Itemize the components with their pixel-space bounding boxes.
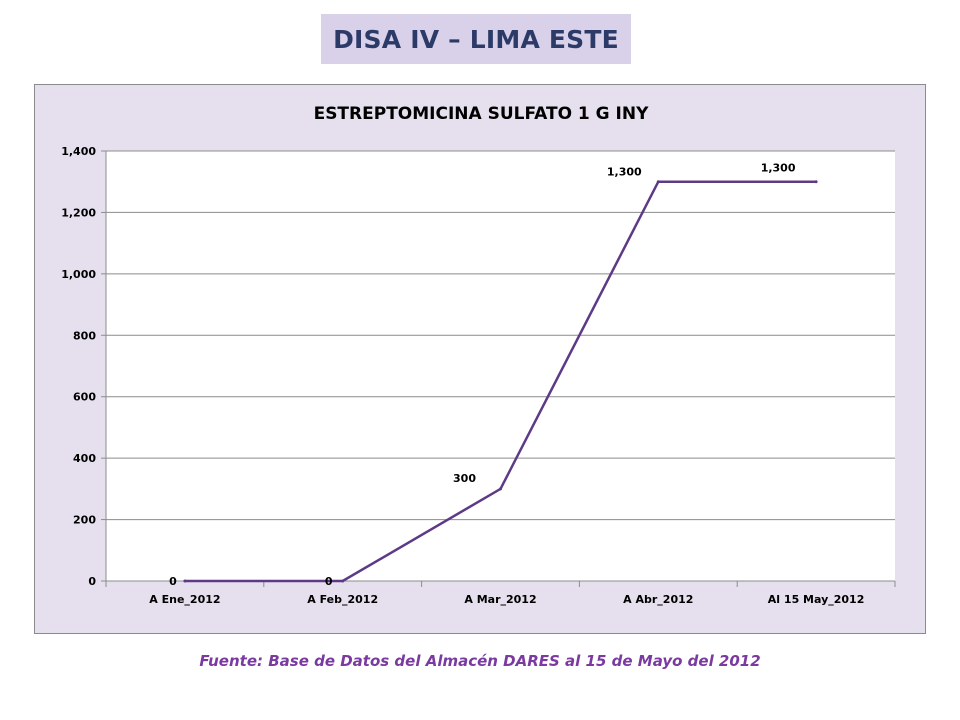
data-label: 0 xyxy=(169,575,177,588)
x-tick-label: A Mar_2012 xyxy=(464,593,536,606)
data-point xyxy=(499,487,502,491)
plot-area xyxy=(106,151,895,581)
y-tick-label: 600 xyxy=(73,391,96,404)
x-tick-label: A Ene_2012 xyxy=(149,593,220,606)
y-tick-label: 1,000 xyxy=(61,268,96,281)
chart-title: ESTREPTOMICINA SULFATO 1 G INY xyxy=(314,104,650,124)
y-tick-label: 200 xyxy=(73,514,96,527)
data-point xyxy=(183,579,187,583)
data-label: 1,300 xyxy=(761,162,796,175)
data-point xyxy=(341,579,345,583)
line-chart: 0 200 400 600 800 1,000 1,200 1,400 A Ene_2012 A … xyxy=(61,104,896,606)
x-tick-label: A Abr_2012 xyxy=(623,593,693,606)
y-tick-label: 400 xyxy=(73,452,96,465)
chart-frame: 0 200 400 600 800 1,000 1,200 1,400 A Ene_2012 A … xyxy=(34,84,926,634)
header-banner: DISA IV – LIMA ESTE xyxy=(321,14,631,64)
y-tick-label: 1,400 xyxy=(61,145,96,158)
data-point xyxy=(656,180,660,184)
data-label: 1,300 xyxy=(607,166,642,179)
data-label: 0 xyxy=(325,575,333,588)
source-note: Fuente: Base de Datos del Almacén DARES … xyxy=(199,652,761,670)
x-tick-label: Al 15 May_2012 xyxy=(768,593,865,606)
y-tick-label: 0 xyxy=(88,575,96,588)
y-tick-label: 1,200 xyxy=(61,206,96,219)
data-point xyxy=(814,180,818,184)
data-label: 300 xyxy=(453,472,476,485)
x-tick-label: A Feb_2012 xyxy=(307,593,378,606)
header-title: DISA IV – LIMA ESTE xyxy=(333,24,619,54)
y-tick-label: 800 xyxy=(73,329,96,342)
